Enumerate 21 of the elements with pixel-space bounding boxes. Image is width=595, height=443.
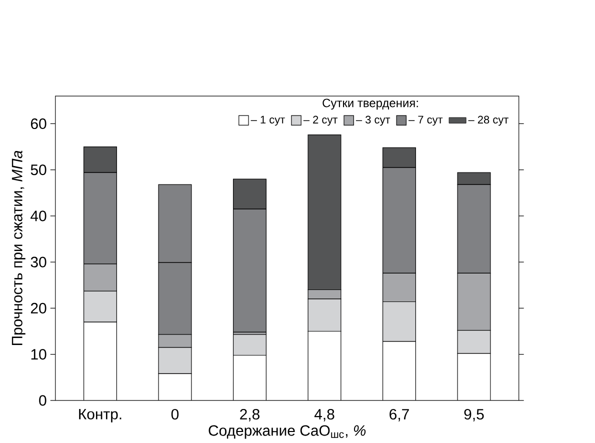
y-tick-label: 10 — [31, 349, 46, 360]
legend-label: – 7 сут — [408, 116, 443, 126]
x-tick-label: 2,8 — [240, 408, 260, 422]
legend-label: – 2 сут — [303, 116, 338, 126]
y-tick-label: 50 — [30, 164, 46, 176]
x-tick-label: 0 — [171, 408, 179, 420]
y-axis-title: Прочность при сжатии, МПа — [12, 150, 26, 346]
legend-title: Сутки твердения: — [322, 98, 418, 110]
legend-label: – 3 сут — [356, 116, 390, 126]
y-tick-label: 40 — [30, 210, 46, 222]
x-axis-title: Содержание CaO$_{шс}$, % — [208, 425, 366, 439]
x-tick-label: Контр. — [79, 408, 122, 422]
y-tick-label: 0 — [39, 395, 46, 406]
y-tick-label: 60 — [30, 118, 46, 129]
x-tick-label: 9,5 — [464, 408, 484, 422]
y-tick-label: 30 — [30, 256, 46, 268]
legend-label: – 1 сут — [250, 116, 285, 126]
y-tick-label: 20 — [30, 302, 46, 314]
x-tick-label: 4,8 — [314, 408, 334, 422]
legend-label: – 28 сут — [468, 116, 508, 126]
x-tick-label: 6,7 — [390, 408, 409, 422]
